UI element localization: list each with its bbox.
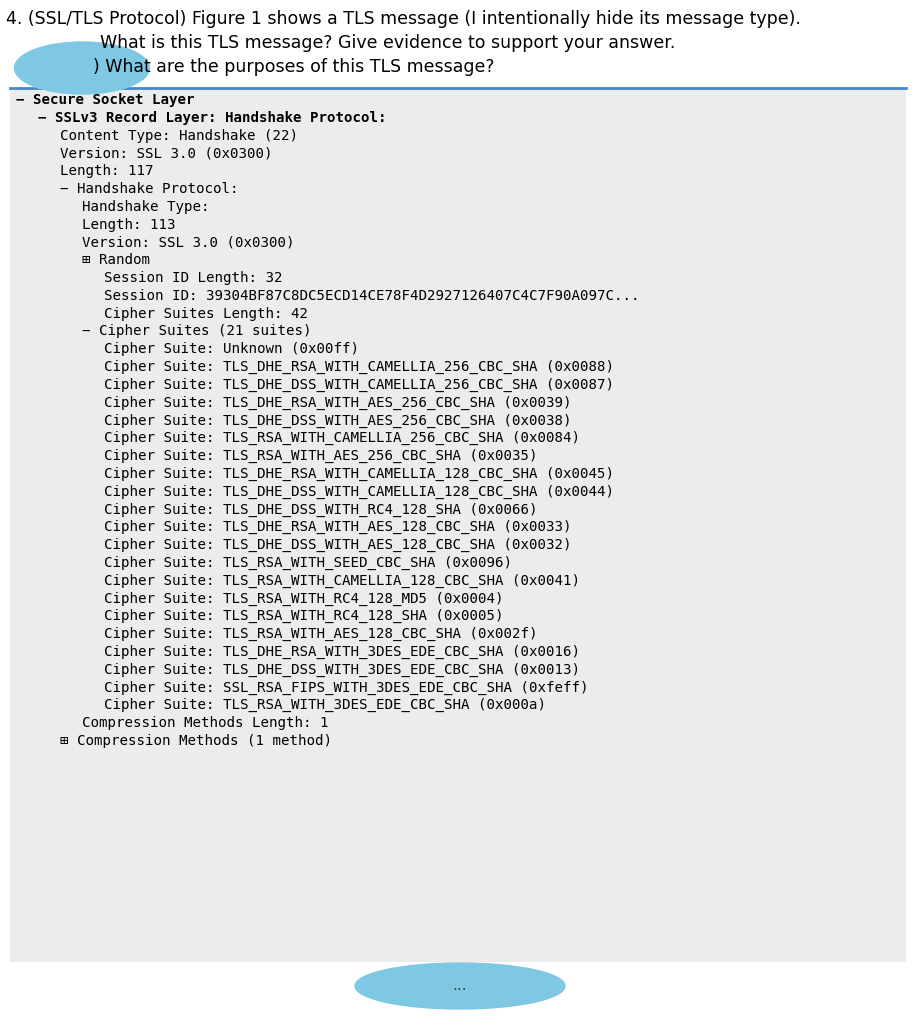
Text: Session ID Length: 32: Session ID Length: 32 (104, 271, 282, 285)
Text: Session ID: 39304BF87C8DC5ECD14CE78F4D2927126407C4C7F90A097C...: Session ID: 39304BF87C8DC5ECD14CE78F4D29… (104, 289, 639, 303)
Text: Cipher Suite: TLS_RSA_WITH_AES_256_CBC_SHA (0x0035): Cipher Suite: TLS_RSA_WITH_AES_256_CBC_S… (104, 449, 538, 463)
Text: Content Type: Handshake (22): Content Type: Handshake (22) (60, 129, 298, 142)
Text: ⊞ Compression Methods (1 method): ⊞ Compression Methods (1 method) (60, 734, 332, 748)
Text: − Handshake Protocol:: − Handshake Protocol: (60, 182, 238, 196)
Text: ...: ... (453, 979, 467, 993)
Text: Cipher Suite: TLS_DHE_DSS_WITH_CAMELLIA_256_CBC_SHA (0x0087): Cipher Suite: TLS_DHE_DSS_WITH_CAMELLIA_… (104, 378, 614, 392)
Text: Cipher Suite: TLS_RSA_WITH_AES_128_CBC_SHA (0x002f): Cipher Suite: TLS_RSA_WITH_AES_128_CBC_S… (104, 627, 538, 641)
Text: Cipher Suite: TLS_RSA_WITH_CAMELLIA_128_CBC_SHA (0x0041): Cipher Suite: TLS_RSA_WITH_CAMELLIA_128_… (104, 573, 580, 588)
Text: Cipher Suites Length: 42: Cipher Suites Length: 42 (104, 306, 308, 321)
Text: Cipher Suite: TLS_DHE_RSA_WITH_CAMELLIA_256_CBC_SHA (0x0088): Cipher Suite: TLS_DHE_RSA_WITH_CAMELLIA_… (104, 360, 614, 374)
Ellipse shape (15, 42, 149, 94)
Text: 4. (SSL/TLS Protocol) Figure 1 shows a TLS message (I intentionally hide its mes: 4. (SSL/TLS Protocol) Figure 1 shows a T… (6, 10, 801, 28)
Text: ) What are the purposes of this TLS message?: ) What are the purposes of this TLS mess… (93, 58, 495, 76)
Text: Cipher Suite: TLS_RSA_WITH_SEED_CBC_SHA (0x0096): Cipher Suite: TLS_RSA_WITH_SEED_CBC_SHA … (104, 556, 512, 570)
Text: Cipher Suite: TLS_DHE_DSS_WITH_CAMELLIA_128_CBC_SHA (0x0044): Cipher Suite: TLS_DHE_DSS_WITH_CAMELLIA_… (104, 484, 614, 499)
Text: Cipher Suite: TLS_DHE_DSS_WITH_AES_256_CBC_SHA (0x0038): Cipher Suite: TLS_DHE_DSS_WITH_AES_256_C… (104, 414, 572, 428)
Text: Length: 117: Length: 117 (60, 164, 154, 178)
Text: Version: SSL 3.0 (0x0300): Version: SSL 3.0 (0x0300) (82, 236, 295, 250)
Text: Version: SSL 3.0 (0x0300): Version: SSL 3.0 (0x0300) (60, 146, 272, 161)
Text: Compression Methods Length: 1: Compression Methods Length: 1 (82, 716, 329, 730)
Text: Handshake Type:: Handshake Type: (82, 200, 210, 214)
Text: − Cipher Suites (21 suites): − Cipher Suites (21 suites) (82, 325, 311, 338)
Text: Cipher Suite: TLS_DHE_DSS_WITH_RC4_128_SHA (0x0066): Cipher Suite: TLS_DHE_DSS_WITH_RC4_128_S… (104, 503, 538, 516)
Ellipse shape (355, 963, 565, 1009)
Text: Cipher Suite: TLS_RSA_WITH_RC4_128_SHA (0x0005): Cipher Suite: TLS_RSA_WITH_RC4_128_SHA (… (104, 609, 504, 624)
Text: Cipher Suite: TLS_DHE_DSS_WITH_3DES_EDE_CBC_SHA (0x0013): Cipher Suite: TLS_DHE_DSS_WITH_3DES_EDE_… (104, 663, 580, 677)
Text: − Secure Socket Layer: − Secure Socket Layer (16, 93, 194, 106)
Text: Cipher Suite: TLS_RSA_WITH_RC4_128_MD5 (0x0004): Cipher Suite: TLS_RSA_WITH_RC4_128_MD5 (… (104, 592, 504, 605)
Text: Cipher Suite: TLS_DHE_DSS_WITH_AES_128_CBC_SHA (0x0032): Cipher Suite: TLS_DHE_DSS_WITH_AES_128_C… (104, 538, 572, 552)
FancyBboxPatch shape (10, 88, 906, 962)
Text: Cipher Suite: TLS_RSA_WITH_CAMELLIA_256_CBC_SHA (0x0084): Cipher Suite: TLS_RSA_WITH_CAMELLIA_256_… (104, 431, 580, 445)
Text: − SSLv3 Record Layer: Handshake Protocol:: − SSLv3 Record Layer: Handshake Protocol… (38, 111, 387, 125)
Text: Cipher Suite: TLS_DHE_RSA_WITH_CAMELLIA_128_CBC_SHA (0x0045): Cipher Suite: TLS_DHE_RSA_WITH_CAMELLIA_… (104, 467, 614, 481)
Text: Length: 113: Length: 113 (82, 217, 176, 231)
Text: Cipher Suite: SSL_RSA_FIPS_WITH_3DES_EDE_CBC_SHA (0xfeff): Cipher Suite: SSL_RSA_FIPS_WITH_3DES_EDE… (104, 680, 588, 694)
Text: Cipher Suite: Unknown (0x00ff): Cipher Suite: Unknown (0x00ff) (104, 342, 359, 356)
Text: Cipher Suite: TLS_RSA_WITH_3DES_EDE_CBC_SHA (0x000a): Cipher Suite: TLS_RSA_WITH_3DES_EDE_CBC_… (104, 698, 546, 713)
Text: Cipher Suite: TLS_DHE_RSA_WITH_3DES_EDE_CBC_SHA (0x0016): Cipher Suite: TLS_DHE_RSA_WITH_3DES_EDE_… (104, 645, 580, 658)
Text: Cipher Suite: TLS_DHE_RSA_WITH_AES_256_CBC_SHA (0x0039): Cipher Suite: TLS_DHE_RSA_WITH_AES_256_C… (104, 395, 572, 410)
Text: What is this TLS message? Give evidence to support your answer.: What is this TLS message? Give evidence … (100, 34, 675, 52)
Text: ⊞ Random: ⊞ Random (82, 253, 150, 267)
Text: Cipher Suite: TLS_DHE_RSA_WITH_AES_128_CBC_SHA (0x0033): Cipher Suite: TLS_DHE_RSA_WITH_AES_128_C… (104, 520, 572, 535)
